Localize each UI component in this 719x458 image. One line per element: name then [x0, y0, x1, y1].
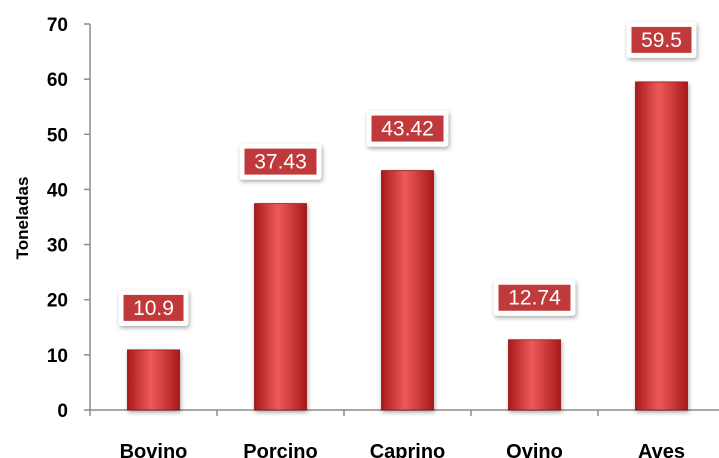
data-label: 10.9 — [133, 297, 174, 320]
y-tick-label: 40 — [47, 180, 68, 201]
data-label: 37.43 — [254, 151, 307, 174]
bar — [382, 171, 434, 410]
data-label: 12.74 — [508, 287, 561, 310]
y-tick-label: 70 — [47, 15, 68, 36]
data-label: 43.42 — [381, 118, 434, 141]
category-label: Ovino — [506, 441, 563, 458]
category-label: Porcino — [243, 441, 317, 458]
category-label: Caprino — [370, 441, 446, 458]
category-labels: Bovino Porcino Caprino Ovino Aves — [120, 441, 685, 458]
y-tick-label: 10 — [47, 346, 68, 367]
y-tick-label: 60 — [47, 70, 68, 91]
bar — [636, 82, 688, 410]
y-tick-labels: 0 10 20 30 40 50 60 70 — [47, 15, 68, 422]
category-label: Aves — [638, 441, 685, 458]
y-tick-label: 50 — [47, 125, 68, 146]
y-tick-label: 20 — [47, 291, 68, 312]
bar — [128, 350, 180, 410]
bar — [255, 204, 307, 410]
bar — [509, 340, 561, 410]
y-axis-label: Toneladas — [13, 177, 32, 260]
y-tick-label: 0 — [57, 401, 68, 422]
y-tick-label: 30 — [47, 236, 68, 257]
category-label: Bovino — [120, 441, 188, 458]
data-label: 59.5 — [641, 29, 682, 52]
